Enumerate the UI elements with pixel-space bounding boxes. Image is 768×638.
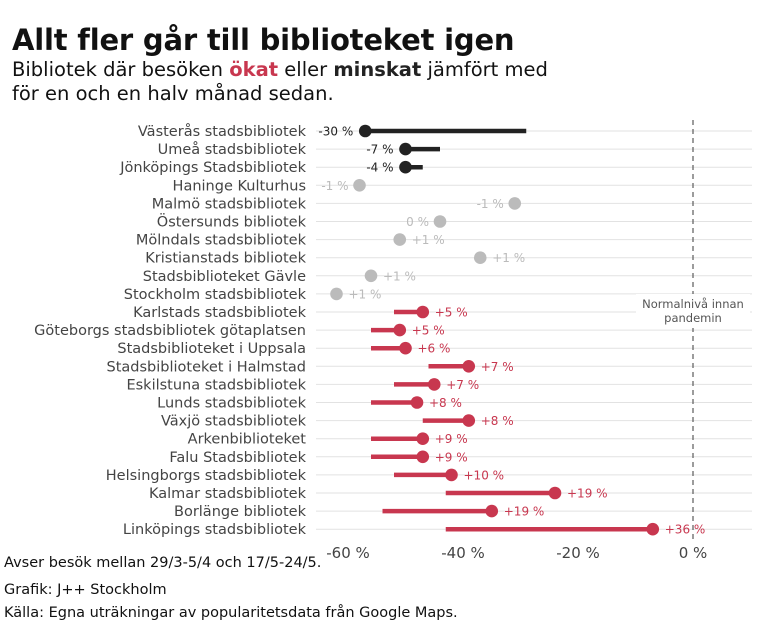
y-tick-label: Stadsbiblioteket Gävle [143, 269, 306, 285]
y-tick-label: Östersunds bibliotek [157, 213, 307, 231]
data-point [399, 142, 412, 156]
data-point [393, 323, 407, 337]
y-tick-label: Kristianstads bibliotek [145, 251, 306, 267]
data-point [473, 251, 487, 264]
subtitle-part3: jämfört med för en och en halv månad sed… [12, 58, 548, 105]
data-point [364, 269, 378, 283]
data-label: -4 % [366, 161, 393, 175]
y-tick-label: Malmö stadsbibliotek [152, 196, 307, 212]
data-label: +10 % [464, 468, 505, 482]
reference-label-line2: pandemin [664, 311, 722, 325]
data-label: 0 % [406, 215, 429, 229]
y-tick-label: Stockholm stadsbibliotek [124, 287, 307, 303]
data-point [358, 124, 372, 138]
y-tick-label: Kalmar stadsbibliotek [149, 486, 307, 502]
data-point [353, 179, 366, 192]
data-label: +8 % [481, 414, 514, 428]
data-label: -1 % [321, 179, 348, 193]
data-point [646, 522, 660, 536]
data-label: +1 % [492, 251, 525, 265]
y-tick-label: Västerås stadsbibliotek [138, 123, 307, 140]
data-point [416, 450, 430, 464]
subtitle-part1: Bibliotek där besöken [12, 58, 230, 81]
y-tick-label: Jönköpings Stadsbibliotek [119, 160, 306, 176]
data-label: +19 % [567, 487, 608, 501]
data-label: +19 % [504, 505, 545, 519]
data-point [416, 432, 430, 446]
reference-label-background [636, 294, 750, 328]
y-tick-label: Falu Stadsbibliotek [169, 450, 306, 466]
data-label: +9 % [435, 432, 468, 446]
data-point [399, 341, 412, 355]
data-point [416, 305, 430, 319]
y-tick-label: Borlänge bibliotek [174, 504, 307, 520]
y-tick-label: Helsingborgs stadsbibliotek [106, 468, 307, 484]
y-tick-label: Haninge Kulturhus [173, 178, 306, 194]
data-point [410, 396, 424, 409]
data-label: +36 % [665, 523, 706, 537]
subtitle-decrease-word: minskat [333, 58, 422, 81]
data-label: +6 % [418, 342, 451, 356]
y-tick-label: Karlstads stadsbibliotek [133, 305, 306, 321]
y-tick-label: Lunds stadsbibliotek [157, 396, 306, 412]
x-tick-label: -40 % [441, 544, 485, 562]
reference-label-line1: Normalnivå innan [642, 297, 744, 311]
y-tick-label: Linköpings stadsbibliotek [123, 522, 307, 538]
source-note: Källa: Egna uträkningar av popularitetsd… [4, 605, 458, 621]
data-label: -1 % [477, 197, 504, 211]
data-label: -7 % [366, 143, 393, 157]
data-point [433, 215, 447, 228]
y-tick-label: Stadsbiblioteket i Uppsala [117, 341, 306, 357]
data-label: +5 % [412, 324, 445, 338]
x-tick-label: 0 % [679, 544, 708, 562]
data-label: +1 % [349, 287, 382, 301]
subtitle-part2: eller [278, 58, 334, 81]
credit-note: Grafik: J++ Stockholm [4, 582, 167, 598]
data-point [485, 504, 499, 518]
y-tick-label: Umeå stadsbibliotek [158, 141, 307, 158]
data-label: +1 % [412, 233, 445, 247]
period-note: Avser besök mellan 29/3-5/4 och 17/5-24/… [4, 555, 322, 571]
data-label: +9 % [435, 450, 468, 464]
x-tick-label: -60 % [326, 544, 370, 562]
y-tick-label: Eskilstuna stadsbibliotek [126, 377, 306, 393]
data-point [462, 414, 476, 427]
x-tick-label: -20 % [556, 544, 600, 562]
data-point [548, 486, 562, 500]
data-point [462, 360, 476, 373]
y-tick-label: Stadsbiblioteket i Halmstad [106, 359, 306, 375]
data-point [330, 287, 343, 301]
data-label: +8 % [429, 396, 462, 410]
y-tick-label: Växjö stadsbibliotek [161, 414, 307, 430]
y-tick-label: Arkenbiblioteket [188, 432, 307, 448]
data-label: -30 % [318, 125, 353, 139]
y-tick-label: Göteborgs stadsbibliotek götaplatsen [34, 323, 306, 339]
subtitle-increase-word: ökat [229, 58, 279, 81]
y-tick-label: Mölndals stadsbibliotek [136, 233, 307, 249]
data-point [427, 378, 441, 391]
data-point [399, 160, 412, 174]
chart-title: Allt fler går till biblioteket igen [12, 23, 515, 58]
data-point [445, 468, 458, 482]
data-label: +5 % [435, 306, 468, 320]
data-label: +7 % [481, 360, 514, 374]
data-point [508, 197, 522, 210]
data-label: +1 % [383, 269, 416, 283]
data-point [393, 233, 407, 246]
data-label: +7 % [446, 378, 479, 392]
chart-subtitle: Bibliotek där besöken ökat eller minskat… [12, 58, 572, 106]
